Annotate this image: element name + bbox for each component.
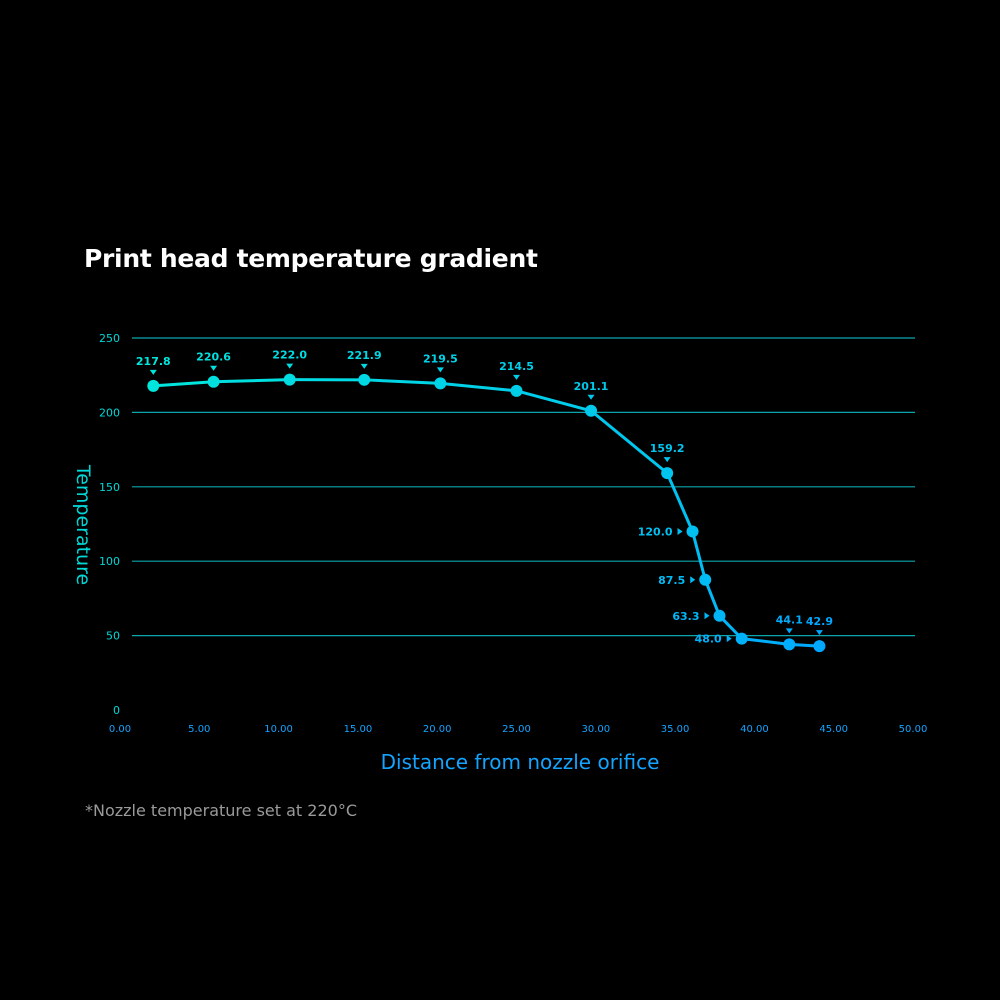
series-line-segment xyxy=(438,381,518,393)
x-tick-label: 35.00 xyxy=(661,724,690,735)
data-point xyxy=(510,384,523,397)
data-point xyxy=(207,375,220,388)
y-tick-label: 50 xyxy=(106,630,120,643)
series-line-segment xyxy=(362,378,442,385)
data-label-marker-icon xyxy=(149,369,157,375)
data-label: 44.1 xyxy=(776,613,803,626)
data-label-marker-icon xyxy=(815,630,823,636)
data-label: 219.5 xyxy=(423,352,458,365)
data-point xyxy=(699,573,712,586)
data-point xyxy=(735,632,748,645)
data-point xyxy=(283,373,296,386)
y-tick-label: 150 xyxy=(99,481,120,494)
data-label: 214.5 xyxy=(499,360,534,373)
data-label: 220.6 xyxy=(196,351,231,364)
y-tick-label: 100 xyxy=(99,555,120,568)
data-point xyxy=(813,640,826,653)
series-line-segment xyxy=(665,471,695,533)
data-point xyxy=(585,404,598,417)
series-line-segment xyxy=(212,378,292,384)
x-tick-label: 0.00 xyxy=(109,724,131,735)
series-line-segment xyxy=(589,409,669,475)
x-tick-label: 20.00 xyxy=(423,724,452,735)
x-tick-label: 40.00 xyxy=(740,724,769,735)
data-label-marker-icon xyxy=(677,527,683,535)
data-point xyxy=(147,379,160,392)
data-point xyxy=(713,609,726,622)
x-tick-label: 30.00 xyxy=(581,724,610,735)
data-label-marker-icon xyxy=(785,628,793,634)
data-label-marker-icon xyxy=(360,363,368,369)
data-label-marker-icon xyxy=(436,367,444,373)
data-point xyxy=(783,638,796,651)
series-line-segment xyxy=(515,389,593,413)
data-label-marker-icon xyxy=(286,363,294,369)
data-label: 63.3 xyxy=(672,610,699,623)
series-line-segment xyxy=(151,380,216,388)
data-point xyxy=(434,377,447,390)
data-label: 42.9 xyxy=(806,615,833,628)
data-label: 201.1 xyxy=(574,380,609,393)
y-tick-label: 200 xyxy=(99,406,120,419)
x-tick-label: 25.00 xyxy=(502,724,531,735)
data-label: 87.5 xyxy=(658,574,685,587)
y-axis-label: Temperature xyxy=(72,464,94,585)
x-tick-label: 50.00 xyxy=(899,724,928,735)
data-label-marker-icon xyxy=(210,365,218,371)
x-tick-label: 15.00 xyxy=(344,724,373,735)
series-line-segment xyxy=(703,578,722,618)
data-label-marker-icon xyxy=(513,374,520,380)
x-axis-label: Distance from nozzle orifice xyxy=(381,750,660,774)
data-label: 217.8 xyxy=(136,355,171,368)
chart-title: Print head temperature gradient xyxy=(84,244,538,273)
data-label: 222.0 xyxy=(272,349,307,362)
x-tick-label: 5.00 xyxy=(188,724,210,735)
x-tick-label: 10.00 xyxy=(264,724,293,735)
series-line-segment xyxy=(691,529,707,582)
x-tick-label: 45.00 xyxy=(819,724,848,735)
data-label-marker-icon xyxy=(663,457,671,463)
y-tick-label: 0 xyxy=(113,704,120,717)
footnote: *Nozzle temperature set at 220°C xyxy=(85,801,357,820)
data-label: 159.2 xyxy=(650,442,685,455)
data-label-marker-icon xyxy=(704,612,710,620)
data-label: 221.9 xyxy=(347,349,382,362)
data-point xyxy=(661,467,674,480)
y-tick-label: 250 xyxy=(99,332,120,345)
data-label-marker-icon xyxy=(587,394,595,400)
data-label: 48.0 xyxy=(695,633,722,646)
data-point xyxy=(358,373,371,386)
data-label-marker-icon xyxy=(690,576,696,584)
data-label: 120.0 xyxy=(638,525,673,538)
data-point xyxy=(686,525,699,538)
data-label-marker-icon xyxy=(726,635,732,643)
series-line-segment xyxy=(740,637,791,646)
